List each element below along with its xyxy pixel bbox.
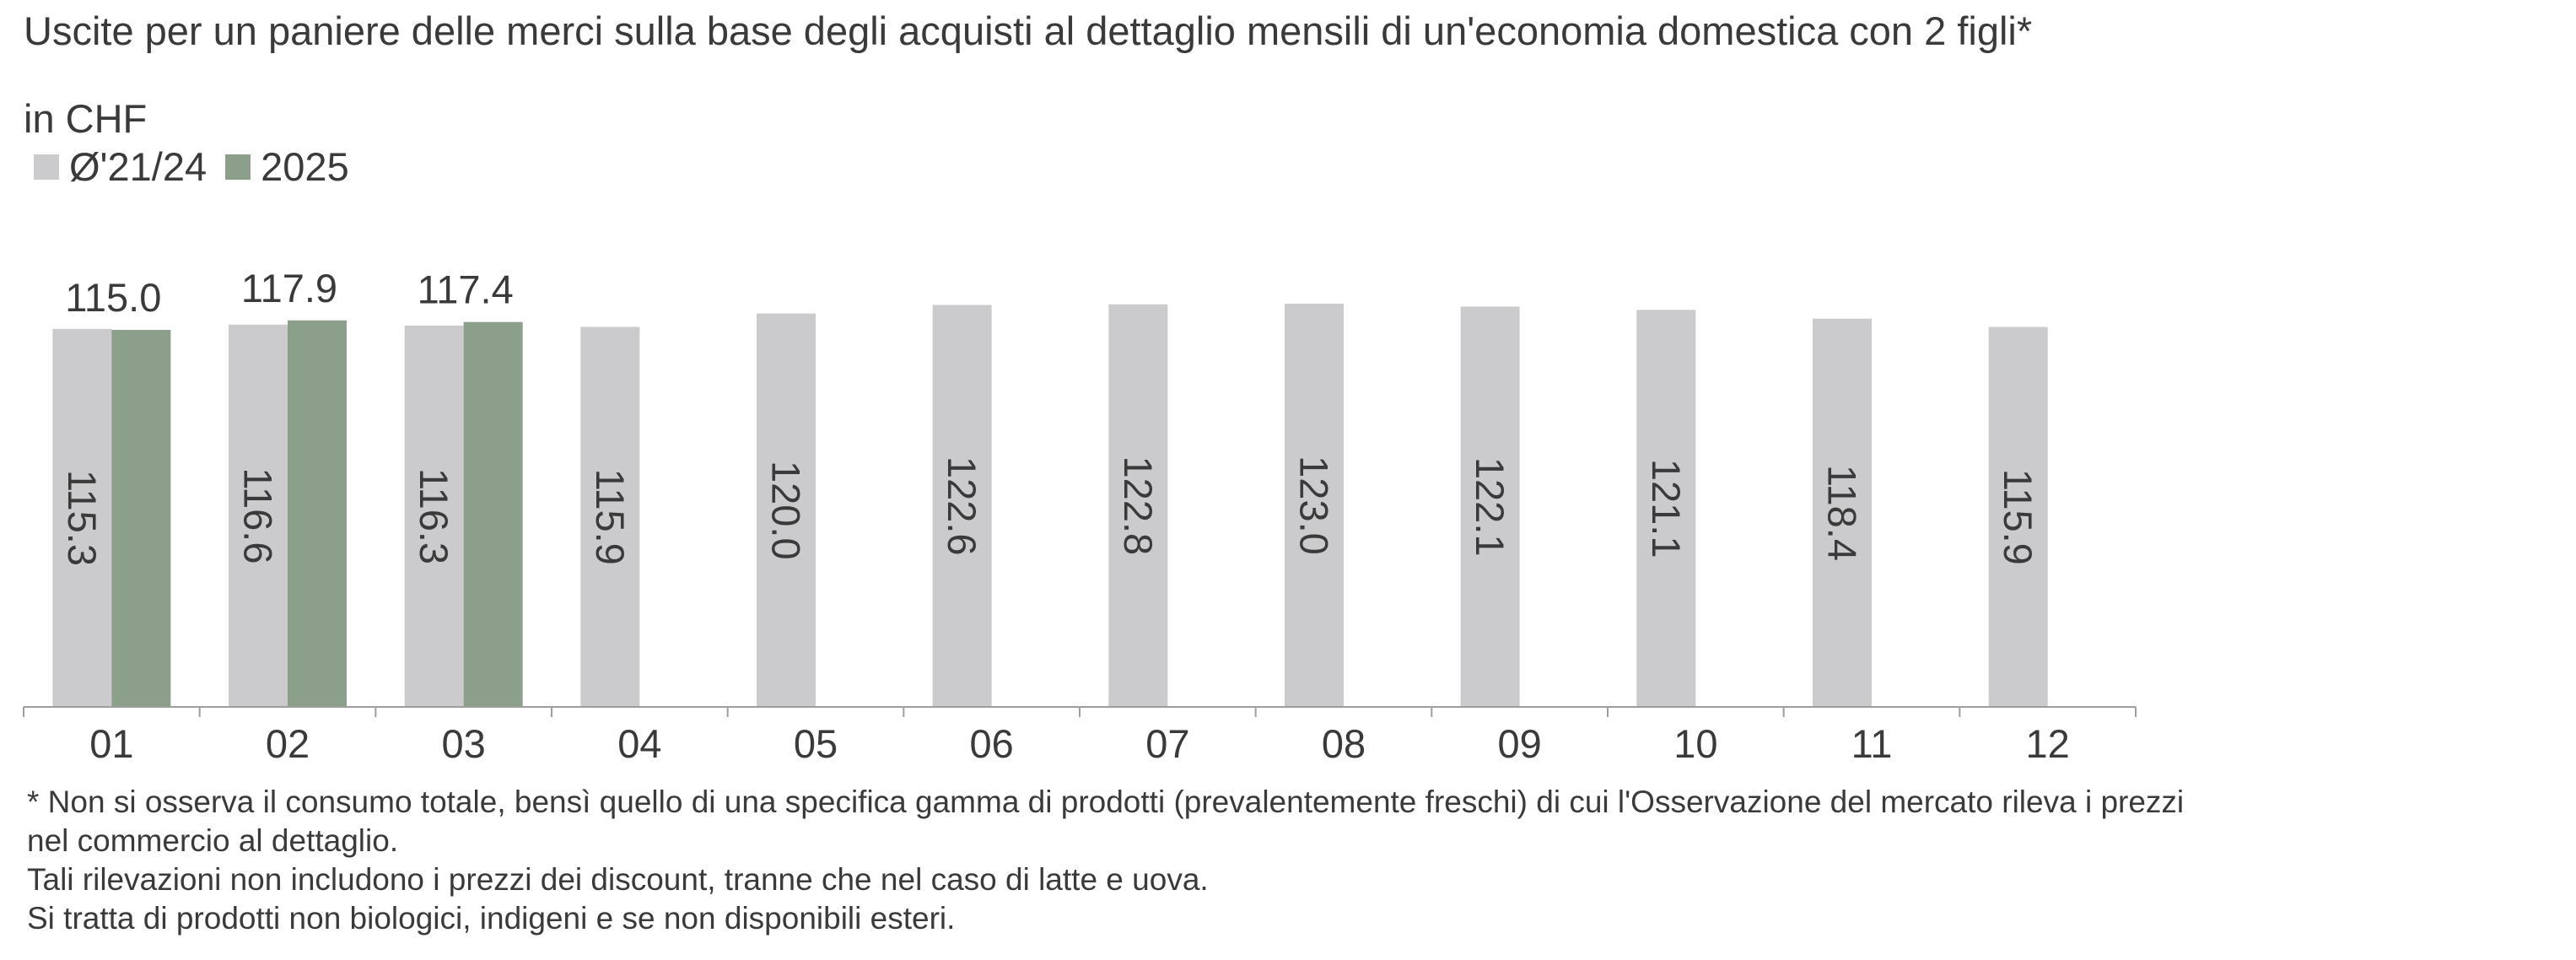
bar-chart: 115.3 115.0 01 116.6 117.9 02 116.3 117.4 03 115.… <box>23 266 2137 766</box>
footnote-1: * Non si osserva il consumo totale, bens… <box>27 785 2185 858</box>
data-label-avg-09: 122.1 <box>1468 457 1512 557</box>
data-label-avg-07: 122.8 <box>1116 456 1161 556</box>
chart-title: Uscite per un paniere delle merci sulla … <box>24 8 2033 53</box>
legend-swatch-avg <box>34 154 59 180</box>
x-tick-label-07: 07 <box>1145 721 1189 766</box>
data-label-2025-01: 115.0 <box>65 275 161 320</box>
legend-label-2025: 2025 <box>261 144 349 189</box>
x-tick-label-05: 05 <box>794 721 838 766</box>
x-tick-label-01: 01 <box>89 721 133 766</box>
x-tick-label-09: 09 <box>1498 721 1542 766</box>
data-label-avg-08: 123.0 <box>1292 456 1337 555</box>
x-tick-label-02: 02 <box>266 721 310 766</box>
bar-avg-04 <box>580 326 640 707</box>
legend-item-2025: 2025 <box>225 143 349 190</box>
x-tick-label-08: 08 <box>1322 721 1366 766</box>
data-label-avg-01: 115.3 <box>60 470 105 566</box>
unit-label: in CHF <box>24 96 148 141</box>
bar-avg-11 <box>1813 318 1872 707</box>
legend-item-avg: Ø'21/24 <box>34 143 207 190</box>
data-label-avg-03: 116.3 <box>412 468 456 564</box>
footnote-2: Tali rilevazioni non includono i prezzi … <box>27 862 1209 897</box>
bar-avg-02 <box>229 324 288 707</box>
bar-avg-06 <box>932 305 992 707</box>
bar-avg-05 <box>757 313 816 707</box>
data-label-2025-02: 117.9 <box>241 266 337 310</box>
data-label-avg-10: 121.1 <box>1644 459 1689 558</box>
bar-avg-03 <box>404 325 464 707</box>
data-label-avg-05: 120.0 <box>764 461 809 560</box>
bar-2025-02 <box>288 320 347 707</box>
footnotes: * Non si osserva il consumo totale, bens… <box>27 783 2186 938</box>
bar-avg-01 <box>52 328 112 707</box>
legend-label-avg: Ø'21/24 <box>69 144 207 189</box>
bar-avg-12 <box>1988 326 2048 707</box>
x-tick-label-04: 04 <box>617 721 661 766</box>
bar-avg-10 <box>1636 310 1696 707</box>
bar-avg-08 <box>1285 303 1344 707</box>
legend-swatch-2025 <box>225 154 251 180</box>
data-label-avg-06: 122.6 <box>940 456 984 556</box>
bar-2025-03 <box>463 321 523 707</box>
x-tick-label-10: 10 <box>1673 721 1717 766</box>
x-tick-label-11: 11 <box>1851 721 1893 766</box>
data-label-avg-12: 115.9 <box>1996 469 2040 565</box>
x-tick-label-06: 06 <box>970 721 1014 766</box>
bar-2025-01 <box>111 330 171 707</box>
x-tick-label-03: 03 <box>442 721 486 766</box>
footnote-3: Si tratta di prodotti non biologici, ind… <box>27 901 956 936</box>
x-tick-label-12: 12 <box>2026 721 2070 766</box>
data-label-avg-11: 118.4 <box>1820 465 1865 561</box>
bar-avg-07 <box>1108 304 1168 707</box>
legend: Ø'21/24 2025 <box>34 143 368 190</box>
data-label-avg-04: 115.9 <box>588 469 633 565</box>
bar-avg-09 <box>1460 306 1520 707</box>
data-label-2025-03: 117.4 <box>418 267 514 312</box>
data-label-avg-02: 116.6 <box>236 467 281 564</box>
